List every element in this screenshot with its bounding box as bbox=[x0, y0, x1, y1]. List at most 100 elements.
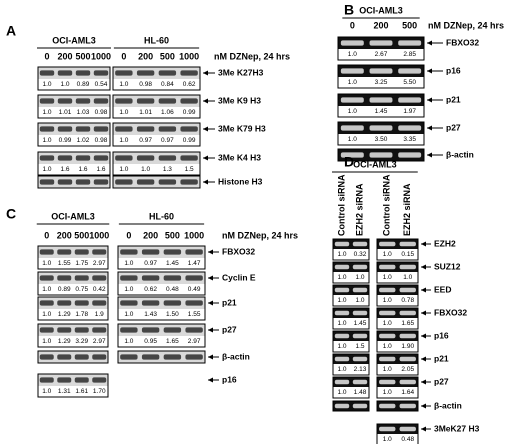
blot-frame bbox=[337, 121, 425, 146]
quant-value: 1.0 bbox=[124, 286, 133, 293]
blot-frame bbox=[376, 238, 419, 261]
protein-label: 3Me K27H3 bbox=[218, 67, 264, 77]
quant-value: 1.45 bbox=[375, 108, 388, 115]
quant-value: 1.0 bbox=[119, 166, 128, 173]
band bbox=[163, 249, 182, 255]
quant-value: 1.0 bbox=[337, 251, 346, 258]
quant-value: 2.13 bbox=[354, 366, 367, 373]
band bbox=[136, 155, 155, 161]
blot-frame bbox=[376, 330, 419, 353]
band bbox=[185, 354, 203, 360]
arrow-head bbox=[427, 40, 432, 46]
blot-strip bbox=[118, 351, 205, 363]
quant-value: 1.0 bbox=[383, 251, 392, 258]
band bbox=[185, 275, 203, 281]
quant-value: 1.0 bbox=[337, 274, 346, 281]
band bbox=[57, 249, 72, 255]
column-label: 500 bbox=[75, 51, 90, 61]
column-label: 1000 bbox=[184, 230, 204, 240]
quant-value: 1.75 bbox=[75, 260, 88, 267]
quant-value: 3.25 bbox=[375, 79, 388, 86]
protein-label: β-actin bbox=[446, 149, 474, 159]
blot-strip bbox=[113, 95, 200, 107]
arrow-head bbox=[421, 333, 426, 339]
blot-frame bbox=[332, 330, 370, 353]
band bbox=[379, 403, 396, 409]
quant-value: 1.0 bbox=[42, 338, 51, 345]
quant-value: 0.89 bbox=[58, 286, 71, 293]
band bbox=[120, 300, 138, 306]
quant-value: 2.85 bbox=[403, 51, 416, 58]
quant-value: 0.98 bbox=[139, 81, 152, 88]
quant-value: 1.0 bbox=[124, 311, 133, 318]
arrow-head bbox=[203, 98, 208, 104]
blot-strip bbox=[113, 67, 200, 79]
band bbox=[75, 179, 91, 185]
column-label: 1000 bbox=[89, 230, 109, 240]
protein-label: p16 bbox=[222, 374, 237, 384]
band bbox=[158, 155, 177, 161]
protein-label: Histone H3 bbox=[218, 176, 263, 186]
quant-value: 1.06 bbox=[161, 109, 174, 116]
band bbox=[57, 354, 72, 360]
column-label: EZH2 siRNA bbox=[354, 183, 364, 236]
blot-strip bbox=[377, 239, 418, 249]
quant-value: 3.50 bbox=[375, 136, 388, 143]
band bbox=[185, 300, 203, 306]
band bbox=[93, 70, 109, 76]
quant-value: 1.0 bbox=[119, 137, 128, 144]
quant-value: 1.0 bbox=[42, 137, 51, 144]
blot-frame bbox=[376, 353, 419, 376]
quant-value: 1.55 bbox=[188, 311, 201, 318]
quant-value: 1.0 bbox=[42, 166, 51, 173]
band bbox=[379, 333, 396, 339]
column-label: 200 bbox=[138, 51, 153, 61]
arrow-head bbox=[208, 354, 213, 360]
band bbox=[57, 155, 73, 161]
blot-strip bbox=[333, 285, 369, 295]
band bbox=[399, 264, 416, 270]
quant-value: 1.64 bbox=[401, 389, 414, 396]
blot-frame bbox=[37, 245, 109, 270]
quant-value: 1.0 bbox=[383, 389, 392, 396]
quant-value: 1.0 bbox=[403, 274, 412, 281]
protein-label: 3MeK27 H3 bbox=[434, 423, 480, 433]
column-label: 500 bbox=[74, 230, 89, 240]
quant-value: 0.98 bbox=[95, 137, 108, 144]
band bbox=[352, 403, 368, 409]
protein-label: Cyclin E bbox=[222, 272, 256, 282]
quant-value: 1.55 bbox=[58, 260, 71, 267]
treatment-label: nM DZNep, 24 hrs bbox=[222, 230, 298, 240]
quant-value: 1.50 bbox=[166, 311, 179, 318]
band bbox=[93, 179, 109, 185]
quant-value: 1.61 bbox=[75, 388, 88, 395]
column-label: Control siRNA bbox=[336, 174, 346, 236]
quant-value: 1.3 bbox=[163, 166, 172, 173]
blot-frame bbox=[376, 261, 419, 284]
blot-strip bbox=[333, 377, 369, 387]
protein-label: β-actin bbox=[434, 400, 462, 410]
column-label: 0 bbox=[350, 20, 355, 30]
band bbox=[398, 152, 422, 158]
band bbox=[369, 97, 393, 103]
band bbox=[141, 300, 160, 306]
quant-value: 1.29 bbox=[58, 338, 71, 345]
band bbox=[334, 356, 350, 362]
protein-label: SUZ12 bbox=[434, 261, 461, 271]
band bbox=[141, 275, 160, 281]
band bbox=[158, 98, 177, 104]
blot-strip bbox=[333, 401, 369, 411]
band bbox=[334, 310, 350, 316]
band bbox=[398, 40, 422, 46]
band bbox=[399, 403, 416, 409]
band bbox=[75, 126, 91, 132]
blot-strip bbox=[38, 297, 108, 309]
blot-strip bbox=[377, 424, 418, 434]
quant-value: 0.62 bbox=[183, 81, 196, 88]
band bbox=[163, 327, 182, 333]
band bbox=[120, 275, 138, 281]
quant-value: 1.6 bbox=[78, 166, 87, 173]
band bbox=[57, 70, 73, 76]
blot-frame bbox=[376, 284, 419, 307]
band bbox=[39, 179, 55, 185]
